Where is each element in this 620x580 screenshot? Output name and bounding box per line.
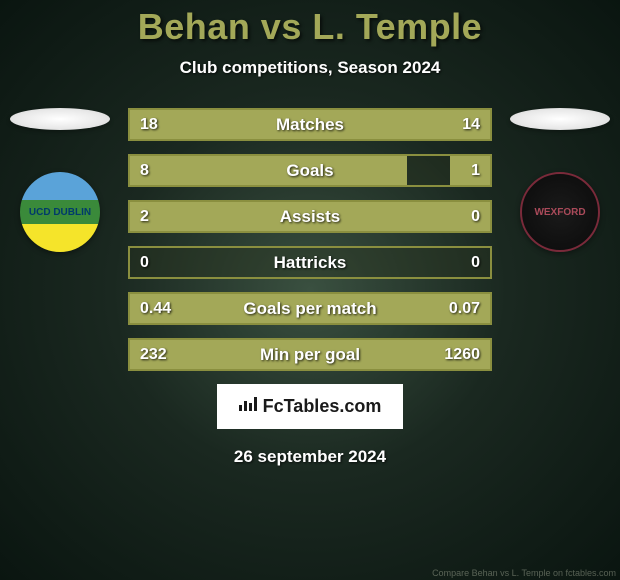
right-ellipse-decoration — [510, 108, 610, 130]
left-ellipse-decoration — [10, 108, 110, 130]
stat-bar: 0.44 0.07 Goals per match — [128, 292, 492, 325]
bar-fill-left — [130, 156, 407, 185]
stat-label: Matches — [276, 115, 344, 135]
stat-value-left: 18 — [140, 116, 158, 134]
stats-bars-column: 18 14 Matches 8 1 Goals 2 0 Assists 0 0 Hattricks 0.… — [120, 108, 500, 371]
left-crest-text: UCD DUBLIN — [29, 207, 91, 218]
page-title: Behan vs L. Temple — [138, 6, 482, 48]
comparison-row: UCD DUBLIN 1814Matches81Goals20Assists00… — [0, 108, 620, 371]
stat-value-right: 1 — [471, 162, 480, 180]
stat-bar: 2 0 Assists — [128, 200, 492, 233]
stat-value-right: 0 — [471, 254, 480, 272]
stat-value-right: 0 — [471, 208, 480, 226]
stat-value-left: 2 — [140, 208, 149, 226]
stat-bar: 0 0 Hattricks — [128, 246, 492, 279]
watermark-text: Compare Behan vs L. Temple on fctables.c… — [432, 568, 616, 578]
right-team-column: WEXFORD — [500, 108, 620, 252]
footer-date: 26 september 2024 — [234, 447, 386, 467]
stat-value-left: 0 — [140, 254, 149, 272]
stat-value-right: 1260 — [444, 346, 480, 364]
stat-label: Hattricks — [274, 253, 347, 273]
stat-bar: 18 14 Matches — [128, 108, 492, 141]
right-crest-text: WEXFORD — [534, 207, 585, 218]
stat-bar: 8 1 Goals — [128, 154, 492, 187]
stat-value-left: 232 — [140, 346, 167, 364]
stat-label: Goals — [286, 161, 333, 181]
stat-value-left: 0.44 — [140, 300, 171, 318]
stat-label: Assists — [280, 207, 340, 227]
left-team-column: UCD DUBLIN — [0, 108, 120, 252]
right-team-crest: WEXFORD — [520, 172, 600, 252]
content-wrapper: Behan vs L. Temple Club competitions, Se… — [0, 0, 620, 580]
stat-value-right: 0.07 — [449, 300, 480, 318]
chart-icon — [239, 397, 257, 416]
left-team-crest: UCD DUBLIN — [20, 172, 100, 252]
stat-label: Goals per match — [243, 299, 376, 319]
stat-value-left: 8 — [140, 162, 149, 180]
stat-value-right: 14 — [462, 116, 480, 134]
footer-brand-badge: FcTables.com — [217, 384, 404, 429]
page-subtitle: Club competitions, Season 2024 — [180, 58, 441, 78]
stat-bar: 232 1260 Min per goal — [128, 338, 492, 371]
footer-brand-text: FcTables.com — [263, 396, 382, 417]
stat-label: Min per goal — [260, 345, 360, 365]
